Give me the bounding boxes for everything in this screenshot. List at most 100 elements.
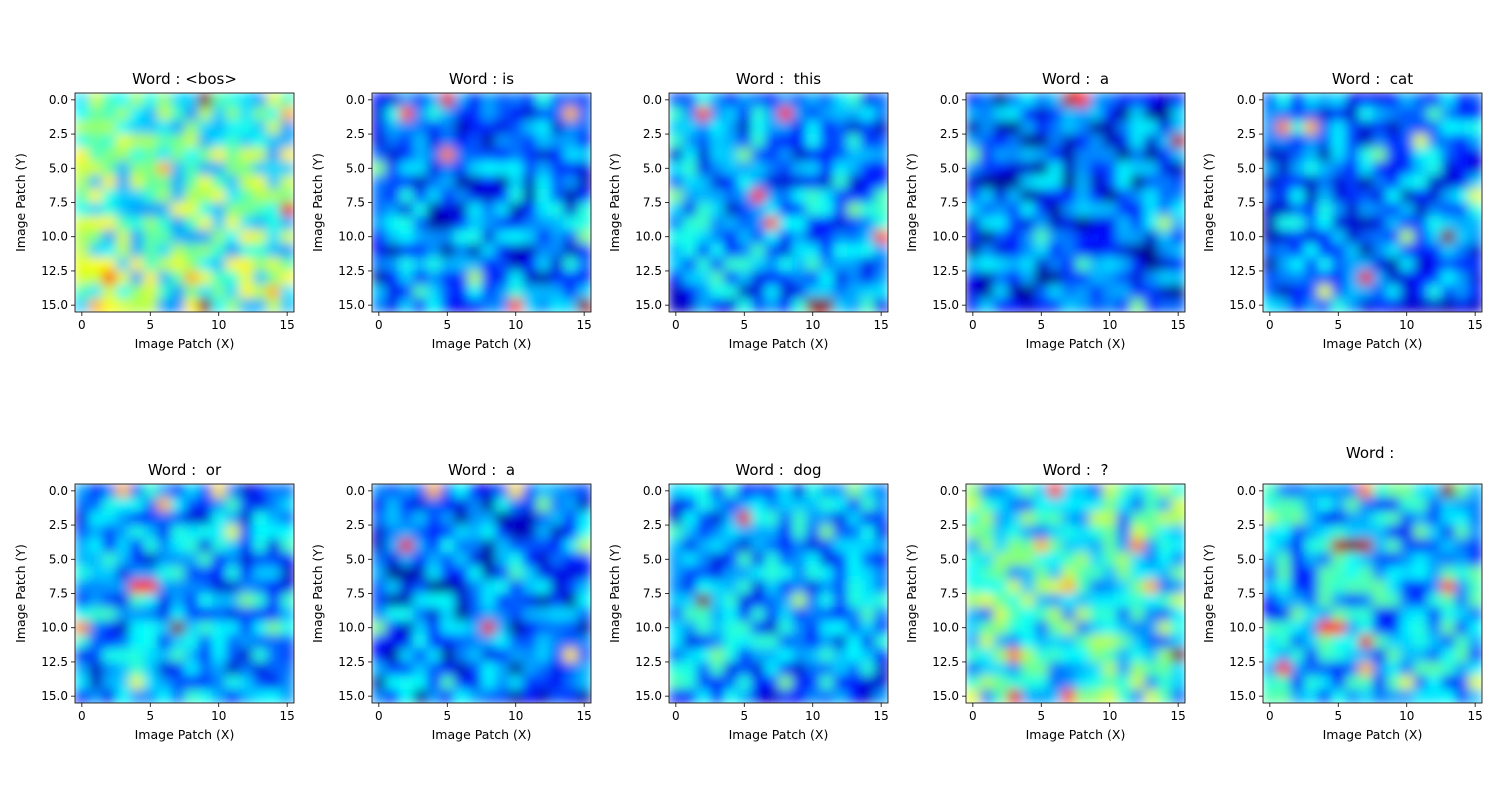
heatmap-cell (129, 634, 145, 649)
heatmap-cell (682, 270, 697, 286)
heatmap-cell (170, 257, 186, 272)
heatmap-cell (577, 257, 591, 272)
heatmap-cell (792, 661, 807, 677)
heatmap-cell (467, 497, 483, 512)
heatmap-cell (198, 593, 213, 608)
heatmap-cell (737, 634, 752, 649)
heatmap-cell (1276, 93, 1291, 108)
heatmap-cell (778, 243, 793, 258)
heatmap-cell (440, 579, 455, 595)
heatmap-cell (1020, 484, 1036, 499)
y-tick-label: 12.5 (41, 655, 68, 669)
heatmap-cell (102, 134, 117, 149)
heatmap-cell (1290, 620, 1305, 636)
heatmap-cell (792, 675, 807, 690)
heatmap-cell (1276, 675, 1291, 690)
heatmap-cell (1007, 284, 1022, 299)
heatmap-cell (481, 270, 496, 286)
heatmap-cell (1345, 120, 1360, 135)
heatmap-cell (454, 675, 469, 690)
heatmap-cell (1007, 689, 1022, 703)
heatmap-cell (1372, 257, 1387, 272)
heatmap-cell (710, 634, 725, 649)
heatmap-cell (778, 175, 793, 190)
heatmap-cell (495, 620, 510, 636)
heatmap-cell (979, 298, 994, 312)
heatmap-cell (198, 216, 213, 231)
heatmap-cell (549, 202, 565, 217)
heatmap-cell (426, 634, 442, 649)
heatmap-cell (385, 593, 400, 608)
heatmap-cell (846, 538, 862, 554)
heatmap-cell (1304, 161, 1319, 176)
heatmap-cell (1116, 634, 1131, 649)
heatmap-cell (819, 161, 834, 176)
heatmap-cell (723, 175, 739, 190)
heatmap-cell (778, 511, 793, 526)
heatmap-cell (1102, 188, 1118, 204)
heatmap-cell (577, 270, 591, 286)
y-axis-label: Image Patch (Y) (13, 153, 28, 252)
heatmap-cell (1130, 620, 1145, 636)
heatmap-cell (1440, 648, 1456, 663)
heatmap-cell (1020, 607, 1036, 622)
heatmap-cell (846, 284, 862, 299)
heatmap-cell (778, 229, 793, 245)
heatmap-cell (833, 648, 848, 663)
heatmap-cell (1034, 93, 1049, 108)
heatmap-cell (239, 497, 254, 512)
heatmap-cell (198, 511, 213, 526)
heatmap-cell (1048, 497, 1063, 512)
heatmap-cell (723, 620, 739, 636)
heatmap-cell (1020, 270, 1036, 286)
heatmap-cell (536, 106, 551, 121)
heatmap-cell (1116, 243, 1131, 258)
heatmap-cell (1345, 634, 1360, 649)
heatmap-cell (723, 134, 739, 149)
heatmap-cell (413, 120, 428, 135)
heatmap-cell (1386, 175, 1401, 190)
heatmap-cell (1171, 538, 1185, 554)
heatmap-cell (846, 484, 862, 499)
heatmap-cell (577, 216, 591, 231)
heatmap-cell (1358, 147, 1374, 163)
heatmap-cell (874, 298, 888, 312)
heatmap-cell (1102, 538, 1118, 554)
heatmap-cell (1358, 298, 1374, 312)
heatmap-cell (522, 161, 537, 176)
heatmap-cell (1440, 175, 1456, 190)
heatmap-cell (833, 270, 848, 286)
heatmap-cell (1399, 525, 1415, 540)
heatmap-cell (440, 552, 455, 567)
heatmap-cell (1454, 270, 1469, 286)
heatmap-cell (778, 120, 793, 135)
heatmap-cell (440, 484, 455, 499)
heatmap-cell (563, 147, 578, 163)
heatmap-cell (1061, 147, 1077, 163)
heatmap-cell (819, 675, 834, 690)
heatmap-cell (385, 216, 400, 231)
heatmap-cell (819, 147, 834, 163)
heatmap-cell (399, 188, 414, 204)
heatmap-cell (1007, 298, 1022, 312)
heatmap-cell (522, 661, 537, 677)
heatmap-cell (696, 202, 711, 217)
heatmap-cell (819, 634, 834, 649)
heatmap-cell (1427, 298, 1442, 312)
heatmap-cell (1386, 511, 1401, 526)
heatmap-cell (1317, 202, 1333, 217)
heatmap-cell (1386, 484, 1401, 499)
heatmap-cell (170, 284, 186, 299)
heatmap-cell (563, 106, 578, 121)
heatmap-cell (1089, 202, 1104, 217)
heatmap-cell (170, 620, 186, 636)
heatmap-cell (1034, 579, 1049, 595)
heatmap-cell (157, 675, 172, 690)
heatmap-cell (723, 202, 739, 217)
heatmap-cell (723, 106, 739, 121)
x-axis-label: Image Patch (X) (1026, 336, 1126, 351)
heatmap-cell (198, 134, 213, 149)
heatmap-cell (737, 298, 752, 312)
y-tick-label: 10.0 (41, 230, 68, 244)
heatmap-cell (440, 620, 455, 636)
